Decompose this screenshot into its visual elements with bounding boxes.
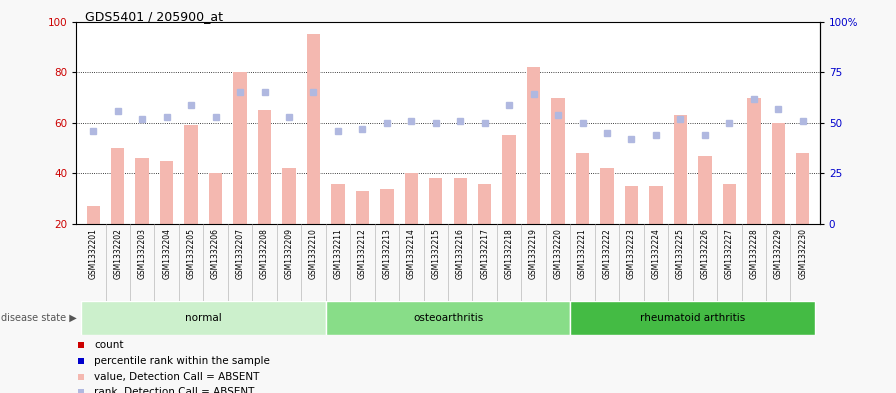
Bar	[771, 123, 785, 224]
Bar	[453, 178, 467, 224]
Text: GSM1332230: GSM1332230	[798, 228, 807, 279]
Text: GSM1332224: GSM1332224	[651, 228, 660, 279]
Bar	[209, 173, 222, 224]
Text: percentile rank within the sample: percentile rank within the sample	[94, 356, 270, 366]
Bar	[111, 148, 125, 224]
Text: GSM1332207: GSM1332207	[236, 228, 245, 279]
Bar	[722, 184, 736, 224]
Text: GSM1332205: GSM1332205	[186, 228, 195, 279]
Text: GSM1332219: GSM1332219	[530, 228, 538, 279]
Bar	[81, 301, 325, 335]
Bar	[478, 184, 491, 224]
Bar	[503, 136, 516, 224]
Text: osteoarthritis: osteoarthritis	[413, 313, 483, 323]
Text: GSM1332203: GSM1332203	[138, 228, 147, 279]
Text: GSM1332201: GSM1332201	[89, 228, 98, 279]
Text: GSM1332227: GSM1332227	[725, 228, 734, 279]
Bar	[551, 97, 564, 224]
Bar	[576, 153, 590, 224]
Text: disease state ▶: disease state ▶	[1, 313, 77, 323]
Text: GSM1332204: GSM1332204	[162, 228, 171, 279]
Bar	[325, 301, 571, 335]
Bar	[282, 168, 296, 224]
Bar	[405, 173, 418, 224]
Bar	[600, 168, 614, 224]
Bar	[698, 156, 711, 224]
Text: GSM1332225: GSM1332225	[676, 228, 685, 279]
Text: GSM1332221: GSM1332221	[578, 228, 587, 279]
Bar	[258, 110, 271, 224]
Text: GSM1332208: GSM1332208	[260, 228, 269, 279]
Text: GSM1332216: GSM1332216	[456, 228, 465, 279]
Bar	[571, 301, 815, 335]
Bar	[306, 34, 320, 224]
Text: count: count	[94, 340, 124, 350]
Text: GSM1332229: GSM1332229	[774, 228, 783, 279]
Text: GSM1332210: GSM1332210	[309, 228, 318, 279]
Bar	[87, 206, 100, 224]
Text: GSM1332209: GSM1332209	[285, 228, 294, 279]
Text: GDS5401 / 205900_at: GDS5401 / 205900_at	[85, 10, 223, 23]
Bar	[429, 178, 443, 224]
Text: GSM1332215: GSM1332215	[431, 228, 440, 279]
Text: GSM1332202: GSM1332202	[113, 228, 122, 279]
Text: GSM1332212: GSM1332212	[358, 228, 366, 279]
Text: GSM1332222: GSM1332222	[602, 228, 611, 279]
Bar	[747, 97, 761, 224]
Bar	[332, 184, 345, 224]
Text: rank, Detection Call = ABSENT: rank, Detection Call = ABSENT	[94, 387, 254, 393]
Bar	[185, 125, 198, 224]
Bar	[160, 161, 174, 224]
Bar	[380, 189, 393, 224]
Text: GSM1332220: GSM1332220	[554, 228, 563, 279]
Bar	[625, 186, 638, 224]
Text: GSM1332223: GSM1332223	[627, 228, 636, 279]
Bar	[135, 158, 149, 224]
Text: GSM1332211: GSM1332211	[333, 228, 342, 279]
Text: GSM1332226: GSM1332226	[701, 228, 710, 279]
Text: GSM1332217: GSM1332217	[480, 228, 489, 279]
Bar	[233, 72, 246, 224]
Bar	[356, 191, 369, 224]
Bar	[650, 186, 663, 224]
Text: GSM1332218: GSM1332218	[504, 228, 513, 279]
Text: rheumatoid arthritis: rheumatoid arthritis	[640, 313, 745, 323]
Text: GSM1332228: GSM1332228	[749, 228, 758, 279]
Bar	[674, 115, 687, 224]
Bar	[527, 67, 540, 224]
Text: GSM1332214: GSM1332214	[407, 228, 416, 279]
Text: GSM1332213: GSM1332213	[383, 228, 392, 279]
Text: normal: normal	[185, 313, 221, 323]
Text: value, Detection Call = ABSENT: value, Detection Call = ABSENT	[94, 372, 260, 382]
Text: GSM1332206: GSM1332206	[211, 228, 220, 279]
Bar	[796, 153, 809, 224]
